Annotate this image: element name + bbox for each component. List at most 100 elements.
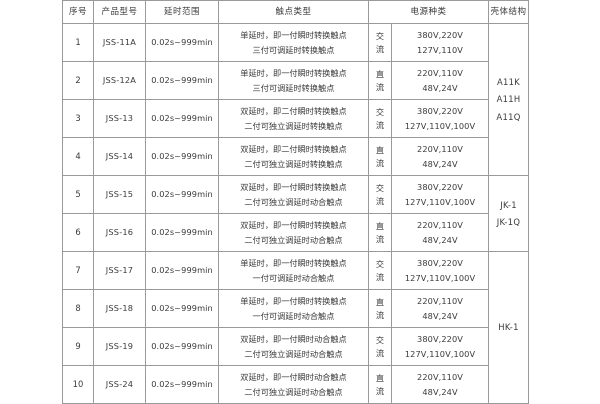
power-type-char-1: 直: [375, 296, 385, 307]
power-type-char-2: 流: [375, 196, 385, 206]
voltage-line-2: 127V,110V,100V: [404, 273, 476, 283]
cell-power-type: 交流: [368, 175, 392, 214]
power-type-char-2: 流: [375, 82, 385, 92]
shell-line-1: JK-1: [500, 199, 517, 210]
power-type-char-1: 交: [375, 30, 385, 41]
power-type-char-1: 交: [375, 106, 385, 117]
header-contact: 触点类型: [218, 0, 369, 24]
cell-shell-structure: JK-1 JK-1Q: [488, 175, 530, 252]
table-row: 7 JSS-17 0.02s~999min 单延时，即一付瞬时转换触点 一付可调延时动合…: [62, 251, 530, 404]
voltage-line-1: 380V,220V: [417, 333, 463, 344]
table-row: 10 JSS-24 0.02s~999min 双延时，即一付瞬时动合触点 二付可独立调延…: [62, 365, 529, 404]
cell-delay-range: 0.02s~999min: [145, 327, 219, 366]
table-row: 6 JSS-16 0.02s~999min 双延时，即一付瞬时转换触点 二付可独立调延时…: [62, 213, 529, 252]
cell-voltage: 220V,110V 48V,24V: [390, 365, 490, 404]
shell-line-2: JK-1Q: [496, 217, 521, 227]
cell-delay-range: 0.02s~999min: [145, 213, 219, 252]
cell-voltage: 380V,220V 127V,110V,100V: [390, 251, 490, 290]
contact-line-1: 单延时，即一付瞬时转换触点: [240, 67, 347, 78]
cell-contact-type: 单延时，即一付瞬时转换触点 三付可调延时转换触点: [218, 23, 369, 62]
contact-line-2: 二付可独立调延时动合触点: [244, 235, 343, 245]
cell-delay-range: 0.02s~999min: [145, 289, 219, 328]
voltage-line-1: 380V,220V: [417, 29, 463, 40]
cell-power-type: 直流: [368, 289, 392, 328]
relay-specification-table: 序号 产品型号 延时范围 触点类型 电源种类 壳体结构 1 JSS-11A 0.02…: [62, 0, 530, 404]
header-power: 电源种类: [367, 0, 490, 24]
contact-line-1: 双延时，即一付瞬时动合触点: [240, 371, 347, 382]
table-row: 1 JSS-11A 0.02s~999min 单延时，即一付瞬时转换触点 三付可调延时转…: [62, 23, 530, 176]
cell-power-type: 直流: [368, 365, 392, 404]
header-shell: 壳体结构: [488, 0, 530, 24]
cell-power-type: 直流: [368, 137, 392, 176]
contact-line-1: 单延时，即一付瞬时转换触点: [240, 29, 347, 40]
shell-line-3: A11Q: [496, 111, 521, 122]
cell-product-model: JSS-16: [93, 213, 146, 252]
cell-voltage: 220V,110V 48V,24V: [390, 213, 490, 252]
cell-serial-number: 6: [62, 213, 94, 252]
cell-voltage: 220V,110V 48V,24V: [390, 289, 490, 328]
table-row: 4 JSS-14 0.02s~999min 双延时，即二付瞬时转换触点 二付可独立调延时…: [62, 137, 529, 176]
contact-line-2: 二付可独立调延时转换触点: [244, 159, 343, 169]
power-type-char-1: 交: [375, 182, 385, 193]
cell-power-type: 交流: [368, 251, 392, 290]
voltage-line-1: 220V,110V: [417, 67, 463, 78]
header-row: 序号 产品型号 延时范围 触点类型 电源种类 壳体结构: [62, 0, 530, 24]
voltage-line-2: 127V,110V,100V: [404, 121, 476, 131]
contact-line-2: 三付可调延时转换触点: [252, 45, 335, 55]
power-type-char-2: 流: [375, 234, 385, 244]
cell-shell-structure: A11K A11H A11Q: [488, 23, 530, 176]
voltage-line-2: 127V,110V,100V: [404, 197, 476, 207]
cell-voltage: 380V,220V 127V,110V,100V: [390, 99, 490, 138]
cell-voltage: 220V,110V 48V,24V: [390, 137, 490, 176]
cell-serial-number: 5: [62, 175, 94, 214]
cell-serial-number: 2: [62, 61, 94, 100]
cell-power-type: 直流: [368, 61, 392, 100]
cell-serial-number: 3: [62, 99, 94, 138]
cell-delay-range: 0.02s~999min: [145, 175, 219, 214]
cell-product-model: JSS-13: [93, 99, 146, 138]
cell-product-model: JSS-12A: [93, 61, 146, 100]
cell-serial-number: 7: [62, 251, 94, 290]
contact-line-2: 一付可调延时动合触点: [252, 273, 335, 283]
contact-line-1: 双延时，即二付瞬时转换触点: [240, 105, 347, 116]
cell-delay-range: 0.02s~999min: [145, 137, 219, 176]
voltage-line-1: 220V,110V: [417, 143, 463, 154]
contact-line-1: 单延时，即一付瞬时转换触点: [240, 295, 347, 306]
voltage-line-1: 380V,220V: [417, 105, 463, 116]
cell-delay-range: 0.02s~999min: [145, 23, 219, 62]
contact-line-2: 二付可独立调延时转换触点: [244, 121, 343, 131]
voltage-line-1: 380V,220V: [417, 181, 463, 192]
voltage-line-2: 127V,110V,100V: [404, 349, 476, 359]
cell-voltage: 380V,220V 127V,110V,100V: [390, 327, 490, 366]
cell-serial-number: 8: [62, 289, 94, 328]
table-body: 1 JSS-11A 0.02s~999min 单延时，即一付瞬时转换触点 三付可调延时转…: [62, 23, 530, 404]
contact-line-2: 二付可独立调延时动合触点: [244, 349, 343, 359]
cell-product-model: JSS-18: [93, 289, 146, 328]
contact-line-2: 一付可调延时动合触点: [252, 311, 335, 321]
cell-contact-type: 单延时，即一付瞬时转换触点 一付可调延时动合触点: [218, 251, 369, 290]
voltage-line-1: 220V,110V: [417, 219, 463, 230]
cell-contact-type: 单延时，即一付瞬时转换触点 一付可调延时动合触点: [218, 289, 369, 328]
contact-line-2: 二付可独立调延时动合触点: [244, 197, 343, 207]
voltage-line-2: 48V,24V: [422, 387, 458, 397]
cell-power-type: 交流: [368, 99, 392, 138]
cell-product-model: JSS-14: [93, 137, 146, 176]
table-row: 5 JSS-15 0.02s~999min 双延时，即一付瞬时转换触点 二付可独立调延时…: [62, 175, 530, 252]
contact-line-2: 三付可调延时转换触点: [252, 83, 335, 93]
cell-product-model: JSS-19: [93, 327, 146, 366]
cell-shell-structure: HK-1: [488, 251, 530, 404]
table-header: 序号 产品型号 延时范围 触点类型 电源种类 壳体结构: [62, 0, 530, 24]
cell-contact-type: 双延时，即一付瞬时转换触点 二付可独立调延时动合触点: [218, 213, 369, 252]
power-type-char-1: 直: [375, 220, 385, 231]
voltage-line-2: 48V,24V: [422, 83, 458, 93]
voltage-line-2: 48V,24V: [422, 235, 458, 245]
cell-delay-range: 0.02s~999min: [145, 61, 219, 100]
power-type-char-2: 流: [375, 272, 385, 282]
contact-line-1: 单延时，即一付瞬时转换触点: [240, 257, 347, 268]
cell-voltage: 380V,220V 127V,110V: [390, 23, 490, 62]
contact-line-2: 二付可独立调延时动合触点: [244, 387, 343, 397]
table-row: 3 JSS-13 0.02s~999min 双延时，即二付瞬时转换触点 二付可独立调延时…: [62, 99, 529, 138]
header-no: 序号: [62, 0, 94, 24]
cell-serial-number: 9: [62, 327, 94, 366]
